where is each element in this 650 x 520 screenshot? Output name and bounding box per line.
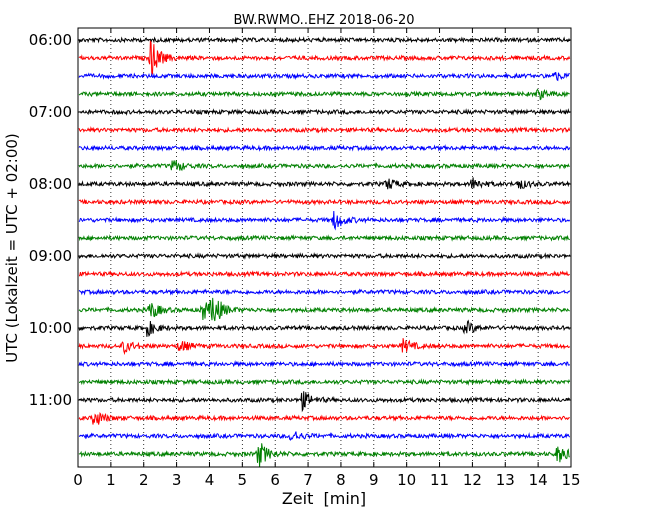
x-tick-label: 5 bbox=[238, 471, 248, 489]
y-tick-label: 11:00 bbox=[29, 391, 72, 409]
trace-row-0815 bbox=[78, 198, 571, 206]
trace-row-0945 bbox=[78, 297, 570, 322]
chart-title: BW.RWMO..EHZ 2018-06-20 bbox=[233, 13, 414, 28]
trace-row-0830 bbox=[78, 210, 571, 231]
x-tick-label: 0 bbox=[73, 471, 83, 489]
y-tick-label: 06:00 bbox=[29, 31, 72, 49]
x-tick-label: 1 bbox=[106, 471, 116, 489]
x-tick-label: 10 bbox=[397, 471, 416, 489]
trace-row-1115 bbox=[78, 411, 570, 425]
x-tick-label: 13 bbox=[496, 471, 515, 489]
x-tick-label: 15 bbox=[561, 471, 580, 489]
trace-row-0600 bbox=[78, 36, 571, 44]
trace-row-1100 bbox=[78, 391, 571, 413]
trace-row-1130 bbox=[78, 431, 571, 441]
trace-row-0730 bbox=[78, 144, 571, 152]
trace-row-1030 bbox=[78, 360, 571, 368]
trace-row-0615 bbox=[78, 40, 571, 76]
y-tick-label: 07:00 bbox=[29, 103, 72, 121]
trace-row-1015 bbox=[78, 338, 571, 356]
trace-row-0845 bbox=[78, 234, 571, 242]
x-tick-label: 12 bbox=[463, 471, 482, 489]
x-tick-label: 2 bbox=[139, 471, 149, 489]
x-tick-label: 9 bbox=[369, 471, 379, 489]
x-axis-label: Zeit [min] bbox=[282, 489, 366, 508]
trace-row-0645 bbox=[78, 88, 570, 101]
x-tick-label: 6 bbox=[270, 471, 280, 489]
y-tick-label: 08:00 bbox=[29, 175, 72, 193]
x-tick-label: 4 bbox=[205, 471, 215, 489]
y-tick-label: 09:00 bbox=[29, 247, 72, 265]
x-tick-label: 11 bbox=[430, 471, 449, 489]
x-tick-label: 14 bbox=[529, 471, 548, 489]
trace-row-1000 bbox=[78, 319, 570, 338]
seismogram-traces bbox=[78, 36, 571, 467]
y-axis-ticks: 06:00 07:00 08:00 09:00 10:00 11:00 bbox=[29, 31, 571, 409]
trace-row-1045 bbox=[78, 377, 571, 386]
y-tick-label: 10:00 bbox=[29, 319, 72, 337]
x-tick-label: 7 bbox=[303, 471, 313, 489]
trace-row-0900 bbox=[78, 251, 571, 260]
y-axis-label: UTC (Lokalzeit = UTC + 02:00) bbox=[3, 133, 21, 363]
x-axis-ticks: 0 1 2 3 4 5 6 7 8 9 10 11 12 13 14 15 bbox=[73, 28, 581, 489]
trace-row-0745 bbox=[78, 160, 570, 172]
trace-row-0915 bbox=[79, 270, 570, 279]
trace-row-0800 bbox=[78, 177, 571, 190]
trace-row-0930 bbox=[78, 288, 571, 296]
trace-row-0700 bbox=[78, 108, 571, 116]
trace-row-0630 bbox=[78, 71, 570, 82]
x-tick-label: 3 bbox=[172, 471, 182, 489]
trace-row-0715 bbox=[78, 125, 571, 135]
trace-row-1145 bbox=[78, 443, 570, 467]
plot-frame bbox=[77, 27, 572, 468]
x-tick-label: 8 bbox=[336, 471, 346, 489]
